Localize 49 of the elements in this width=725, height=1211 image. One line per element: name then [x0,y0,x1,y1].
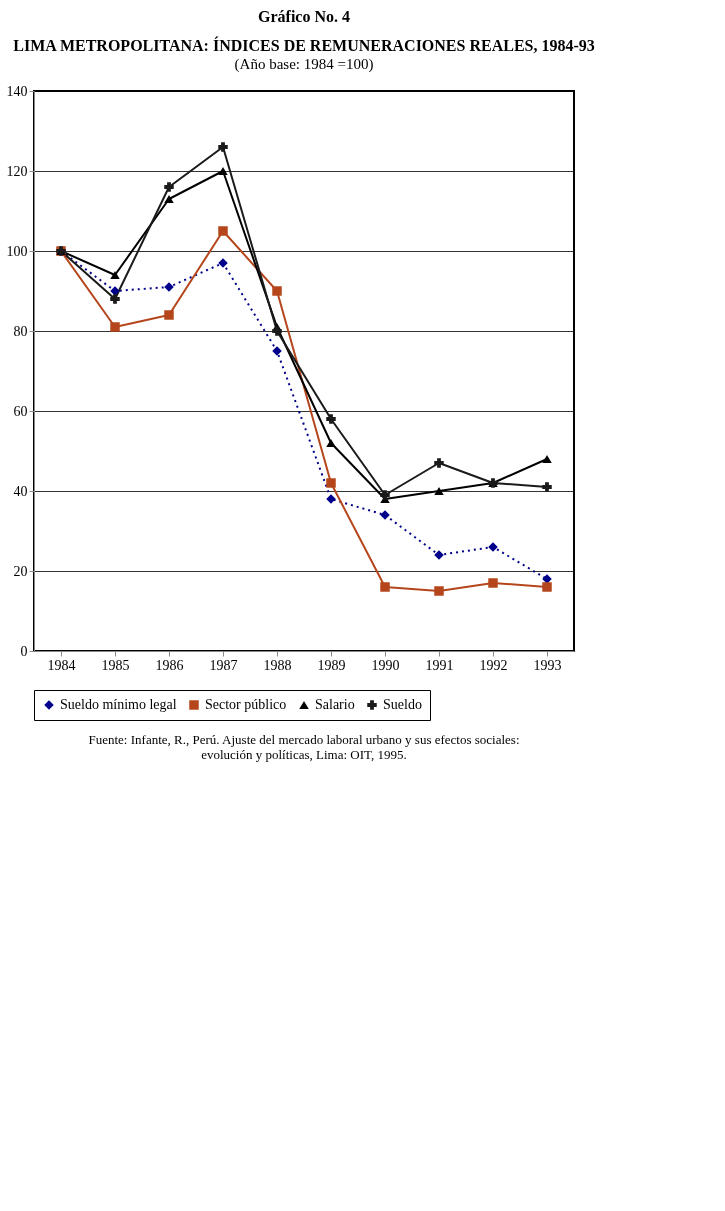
legend-label: Sector público [205,697,287,712]
x-tick-label: 1991 [425,657,454,673]
point [434,486,444,496]
chart-title: LIMA METROPOLITANA: ÍNDICES DE REMUNERACIONES REALES, 1984-93 [13,36,595,54]
point [434,458,444,468]
y-tick-label: 0 [20,643,28,659]
source-note: Fuente: Infante, R., Perú. Ajuste del mercado laboral urbano y sus efectos sociales: evolución y políticas, Lima: OIT, 1995. [88,732,520,762]
y-tick-label: 140 [6,83,28,99]
point [110,322,120,332]
text: Gráfico No. 4 [258,8,350,25]
legend-label: Sueldo mínimo legal [60,697,177,712]
point [164,194,174,204]
x-tick-label: 1993 [533,657,562,673]
x-tick-label: 1986 [155,657,184,673]
y-tick-label: 100 [6,243,28,259]
point [218,226,228,236]
point [542,582,552,592]
point [164,310,174,320]
x-tick-label: 1989 [317,657,346,673]
x-tick-label: 1984 [47,657,76,673]
point [326,438,336,448]
point [218,142,228,152]
point [542,454,552,464]
point [434,586,444,596]
point [326,478,336,488]
legend-label: Salario [315,697,355,712]
y-tick-label: 20 [13,563,28,579]
y-tick-label: 60 [13,403,28,419]
legend-label: Sueldo [383,697,422,712]
point [488,578,498,588]
point [326,414,336,424]
point [218,166,228,176]
point [272,326,282,336]
x-tick-label: 1987 [209,657,238,673]
y-tick-label: 40 [13,483,28,499]
x-tick-label: 1985 [101,657,130,673]
y-tick-label: 120 [6,163,28,179]
x-tick-label: 1992 [479,657,508,673]
x-tick-label: 1988 [263,657,292,673]
point [272,286,282,296]
point [380,490,390,500]
point [110,294,120,304]
x-tick-label: 1990 [371,657,400,673]
point [110,270,120,280]
point [542,482,552,492]
point [164,182,174,192]
y-tick-label: 80 [13,323,28,339]
point [380,582,390,592]
chart-subtitle: (Año base: 1984 =100) [234,56,374,73]
